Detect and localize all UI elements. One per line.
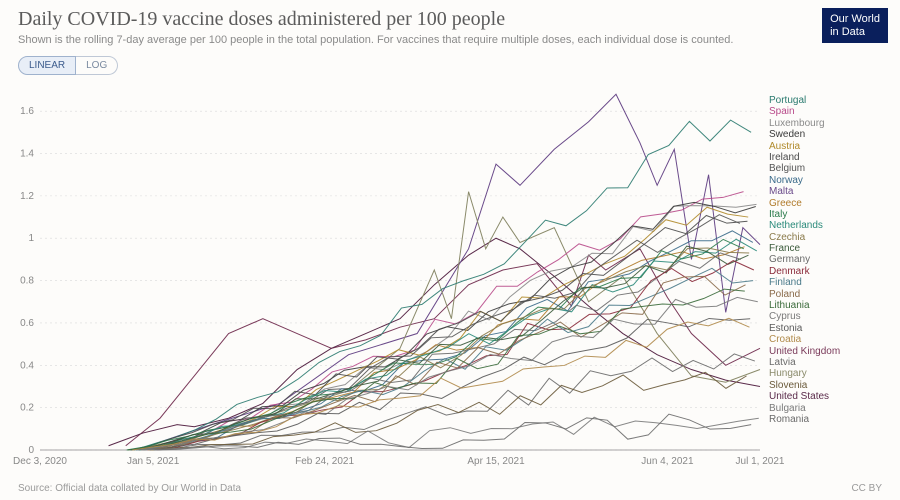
legend-item[interactable]: Lithuania [769, 300, 897, 311]
legend-item[interactable]: Germany [769, 254, 897, 265]
chart-title: Daily COVID-19 vaccine doses administere… [18, 8, 505, 31]
source-text: Source: Official data collated by Our Wo… [18, 483, 241, 494]
svg-text:0.4: 0.4 [20, 360, 34, 371]
legend-item[interactable]: France [769, 243, 897, 254]
logo-line2: in Data [830, 26, 880, 39]
svg-text:Jun 4, 2021: Jun 4, 2021 [641, 456, 694, 467]
legend-item[interactable]: Estonia [769, 323, 897, 334]
svg-text:0: 0 [28, 445, 34, 456]
legend-item[interactable]: Spain [769, 106, 897, 117]
legend-item[interactable]: Croatia [769, 334, 897, 345]
legend-item[interactable]: Malta [769, 186, 897, 197]
footer: Source: Official data collated by Our Wo… [18, 483, 882, 494]
legend-item[interactable]: Latvia [769, 357, 897, 368]
legend-item[interactable]: Portugal [769, 95, 897, 106]
owid-logo: Our World in Data [822, 8, 888, 43]
legend-item[interactable]: Netherlands [769, 220, 897, 231]
svg-text:Jul 1, 2021: Jul 1, 2021 [736, 456, 785, 467]
legend-item[interactable]: United Kingdom [769, 346, 897, 357]
legend-item[interactable]: Romania [769, 414, 897, 425]
legend-item[interactable]: Austria [769, 141, 897, 152]
svg-text:0.8: 0.8 [20, 276, 34, 287]
scale-toggle: LINEAR LOG [18, 56, 118, 75]
svg-text:1.4: 1.4 [20, 149, 34, 160]
chart-subtitle: Shown is the rolling 7-day average per 1… [18, 34, 733, 46]
legend-item[interactable]: Norway [769, 175, 897, 186]
license-text: CC BY [851, 483, 882, 494]
svg-text:Feb 24, 2021: Feb 24, 2021 [295, 456, 354, 467]
legend-item[interactable]: Belgium [769, 163, 897, 174]
legend-item[interactable]: Cyprus [769, 311, 897, 322]
svg-text:Apr 15, 2021: Apr 15, 2021 [467, 456, 525, 467]
legend: PortugalSpainLuxembourgSwedenAustriaIrel… [769, 95, 897, 425]
scale-linear-button[interactable]: LINEAR [18, 56, 76, 75]
legend-item[interactable]: Slovenia [769, 380, 897, 391]
legend-item[interactable]: Greece [769, 198, 897, 209]
legend-item[interactable]: Denmark [769, 266, 897, 277]
legend-item[interactable]: Czechia [769, 232, 897, 243]
svg-text:1.6: 1.6 [20, 106, 34, 117]
legend-item[interactable]: Finland [769, 277, 897, 288]
legend-item[interactable]: Luxembourg [769, 118, 897, 129]
logo-line1: Our World [830, 13, 880, 26]
legend-item[interactable]: Bulgaria [769, 403, 897, 414]
legend-item[interactable]: Ireland [769, 152, 897, 163]
scale-log-button[interactable]: LOG [76, 56, 118, 75]
svg-text:0.6: 0.6 [20, 318, 34, 329]
legend-item[interactable]: Italy [769, 209, 897, 220]
svg-text:Dec 3, 2020: Dec 3, 2020 [13, 456, 67, 467]
svg-text:1.2: 1.2 [20, 191, 34, 202]
svg-text:1: 1 [28, 233, 34, 244]
legend-item[interactable]: Hungary [769, 368, 897, 379]
svg-text:0.2: 0.2 [20, 403, 34, 414]
line-chart: 00.20.40.60.811.21.41.6Dec 3, 2020Jan 5,… [40, 90, 760, 450]
legend-item[interactable]: Sweden [769, 129, 897, 140]
legend-item[interactable]: United States [769, 391, 897, 402]
svg-text:Jan 5, 2021: Jan 5, 2021 [127, 456, 180, 467]
legend-item[interactable]: Poland [769, 289, 897, 300]
